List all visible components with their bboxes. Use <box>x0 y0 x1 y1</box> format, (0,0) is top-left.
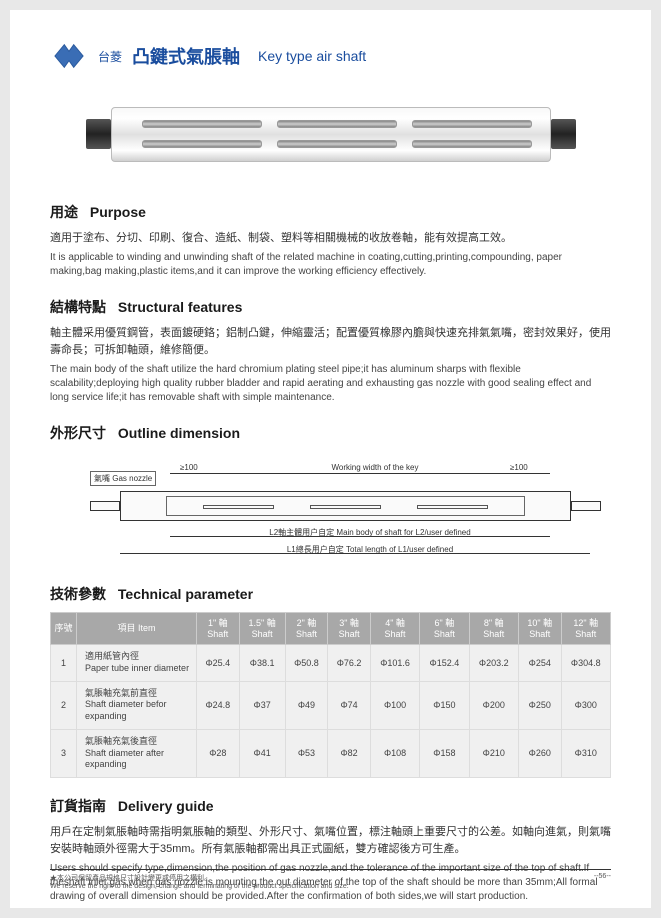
cell-seq: 2 <box>51 681 77 729</box>
table-row: 1適用紙管內徑Paper tube inner diameterΦ25.4Φ38… <box>51 645 611 681</box>
parameter-title-cn: 技術參數 <box>50 586 106 602</box>
th-col-1: 1.5" 軸Shaft <box>239 612 285 645</box>
brand-text: 台菱 <box>98 48 122 65</box>
cell-value: Φ310 <box>561 729 610 777</box>
features-title-en: Structural features <box>118 299 242 315</box>
cell-value: Φ41 <box>239 729 285 777</box>
delivery-title-cn: 訂貨指南 <box>50 798 106 814</box>
dim-100-right: ≥100 <box>510 463 528 472</box>
cell-value: Φ304.8 <box>561 645 610 681</box>
th-col-4: 4" 軸Shaft <box>370 612 419 645</box>
title-en: Key type air shaft <box>258 48 366 64</box>
table-row: 3氣脹軸充氣後直徑Shaft diameter after expandingΦ… <box>51 729 611 777</box>
dim-l1: L1總長用户自定 Total length of L1/user defined <box>230 544 510 555</box>
th-col-8: 12" 軸Shaft <box>561 612 610 645</box>
cell-value: Φ210 <box>469 729 518 777</box>
cell-value: Φ300 <box>561 681 610 729</box>
th-col-2: 2" 軸Shaft <box>285 612 328 645</box>
cell-item: 適用紙管內徑Paper tube inner diameter <box>77 645 197 681</box>
cell-value: Φ203.2 <box>469 645 518 681</box>
cell-value: Φ53 <box>285 729 328 777</box>
cell-value: Φ24.8 <box>197 681 240 729</box>
th-seq: 序號 <box>51 612 77 645</box>
cell-value: Φ200 <box>469 681 518 729</box>
parameter-title-en: Technical parameter <box>118 586 253 602</box>
dim-100-left: ≥100 <box>180 463 198 472</box>
section-dimension: 外形尺寸 Outline dimension 氣嘴 Gas nozzle ≥10… <box>50 423 611 566</box>
dim-l2: L2軸主體用户自定 Main body of shaft for L2/user… <box>230 527 510 538</box>
features-text-en: The main body of the shaft utilize the h… <box>50 363 611 405</box>
cell-value: Φ158 <box>420 729 469 777</box>
th-col-6: 8" 軸Shaft <box>469 612 518 645</box>
footer-note-cn: ★本公司保留產品規格尺寸設計變更或停用之權利。 <box>50 873 349 883</box>
cell-value: Φ82 <box>328 729 371 777</box>
cell-value: Φ74 <box>328 681 371 729</box>
th-col-7: 10" 軸Shaft <box>518 612 561 645</box>
purpose-title-cn: 用途 <box>50 204 78 220</box>
cell-value: Φ250 <box>518 681 561 729</box>
cell-seq: 1 <box>51 645 77 681</box>
dimension-title-cn: 外形尺寸 <box>50 425 106 441</box>
delivery-title-en: Delivery guide <box>118 798 214 814</box>
purpose-text-en: It is applicable to winding and unwindin… <box>50 251 611 279</box>
cell-value: Φ76.2 <box>328 645 371 681</box>
cell-value: Φ49 <box>285 681 328 729</box>
nozzle-label: 氣嘴 Gas nozzle <box>90 471 156 486</box>
delivery-text-cn: 用戶在定制氣脹軸時需指明氣脹軸的類型、外形尺寸、氣嘴位置，標注軸頭上重要尺寸的公… <box>50 824 611 859</box>
cell-value: Φ101.6 <box>370 645 419 681</box>
cell-value: Φ150 <box>420 681 469 729</box>
cell-seq: 3 <box>51 729 77 777</box>
cell-value: Φ28 <box>197 729 240 777</box>
parameter-table: 序號項目 Item1" 軸Shaft1.5" 軸Shaft2" 軸Shaft3"… <box>50 612 611 778</box>
cell-value: Φ25.4 <box>197 645 240 681</box>
th-col-5: 6" 軸Shaft <box>420 612 469 645</box>
cell-value: Φ152.4 <box>420 645 469 681</box>
product-photo <box>91 97 571 172</box>
features-text-cn: 軸主體采用優質鋼管，表面鍍硬鉻；鋁制凸鍵，伸縮靈活；配置優質橡膠內膽與快速充排氣… <box>50 325 611 360</box>
footer-note-en: We reserve the right to the design, chan… <box>50 883 349 890</box>
page-number: --56-- <box>594 873 611 890</box>
cell-item: 氣脹軸充氣後直徑Shaft diameter after expanding <box>77 729 197 777</box>
cell-value: Φ260 <box>518 729 561 777</box>
cell-value: Φ37 <box>239 681 285 729</box>
cell-value: Φ100 <box>370 681 419 729</box>
th-item: 項目 Item <box>77 612 197 645</box>
th-col-0: 1" 軸Shaft <box>197 612 240 645</box>
title-cn: 凸鍵式氣脹軸 <box>132 43 240 69</box>
header: 台菱 凸鍵式氣脹軸 Key type air shaft <box>50 40 611 72</box>
section-features: 結構特點 Structural features 軸主體采用優質鋼管，表面鍍硬鉻… <box>50 297 611 405</box>
cell-value: Φ50.8 <box>285 645 328 681</box>
cell-value: Φ38.1 <box>239 645 285 681</box>
features-title-cn: 結構特點 <box>50 299 106 315</box>
table-row: 2氣脹軸充氣前直徑Shaft diameter befor expandingΦ… <box>51 681 611 729</box>
dim-working: Working width of the key <box>300 463 450 472</box>
footer: ★本公司保留產品規格尺寸設計變更或停用之權利。 We reserve the r… <box>50 869 611 890</box>
section-purpose: 用途 Purpose 適用于塗布、分切、印刷、復合、造紙、制袋、塑料等相關機械的… <box>50 202 611 279</box>
purpose-title-en: Purpose <box>90 204 146 220</box>
th-col-3: 3" 軸Shaft <box>328 612 371 645</box>
page: 台菱 凸鍵式氣脹軸 Key type air shaft 用途 Purpose … <box>10 10 651 908</box>
brand-logo-icon <box>50 40 88 72</box>
section-parameter: 技術參數 Technical parameter 序號項目 Item1" 軸Sh… <box>50 584 611 778</box>
cell-value: Φ254 <box>518 645 561 681</box>
cell-value: Φ108 <box>370 729 419 777</box>
dimension-title-en: Outline dimension <box>118 425 240 441</box>
outline-diagram: 氣嘴 Gas nozzle ≥100 Working width of the … <box>50 451 611 566</box>
cell-item: 氣脹軸充氣前直徑Shaft diameter befor expanding <box>77 681 197 729</box>
purpose-text-cn: 適用于塗布、分切、印刷、復合、造紙、制袋、塑料等相關機械的收放卷軸，能有效提高工… <box>50 230 611 248</box>
